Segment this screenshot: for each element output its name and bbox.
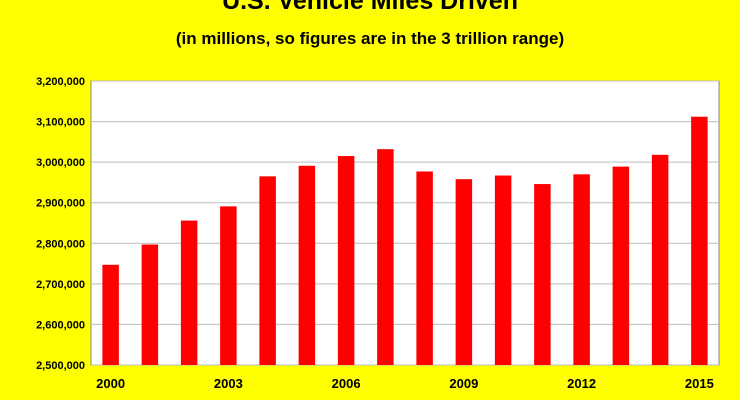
bar-2005 [298,165,316,365]
chart-subtitle: (in millions, so figures are in the 3 tr… [175,29,565,48]
x-axis: 2000 2003 2006 2009 2012 2015 [96,376,714,391]
bar-2004 [259,176,276,365]
bar-2014 [651,154,669,365]
x-tick-label: 2012 [567,376,596,391]
bar-2015 [691,116,708,366]
bar-2010 [494,175,512,365]
chart-title: U.S. Vehicle Miles Driven [222,0,518,15]
bar-2006 [337,156,355,365]
y-tick-label: 2,900,000 [36,198,85,210]
bar-2008 [416,171,433,365]
x-tick-label: 2009 [449,376,478,391]
bar-2009 [455,179,473,365]
y-tick-label: 3,100,000 [36,117,85,129]
bar-2000 [102,264,119,365]
y-axis: 2,500,000 2,600,000 2,700,000 2,800,000 2,90… [36,76,85,372]
bar-2012 [573,174,590,365]
y-tick-label: 2,600,000 [36,319,85,331]
x-tick-label: 2006 [332,376,361,391]
bar-2013 [612,166,630,365]
y-tick-label: 2,800,000 [36,238,85,250]
bar-2001 [141,244,159,365]
y-tick-label: 2,700,000 [36,279,85,291]
y-tick-label: 3,000,000 [36,157,85,169]
y-tick-label: 2,500,000 [36,360,85,372]
y-tick-label: 3,200,000 [36,76,85,88]
x-tick-label: 2000 [96,376,125,391]
x-tick-label: 2003 [214,376,243,391]
bar-2011 [534,184,551,365]
bars [102,116,708,366]
bar-2007 [377,149,394,365]
bar-2002 [180,220,198,365]
bar-2003 [220,206,237,365]
x-tick-label: 2015 [685,376,714,391]
